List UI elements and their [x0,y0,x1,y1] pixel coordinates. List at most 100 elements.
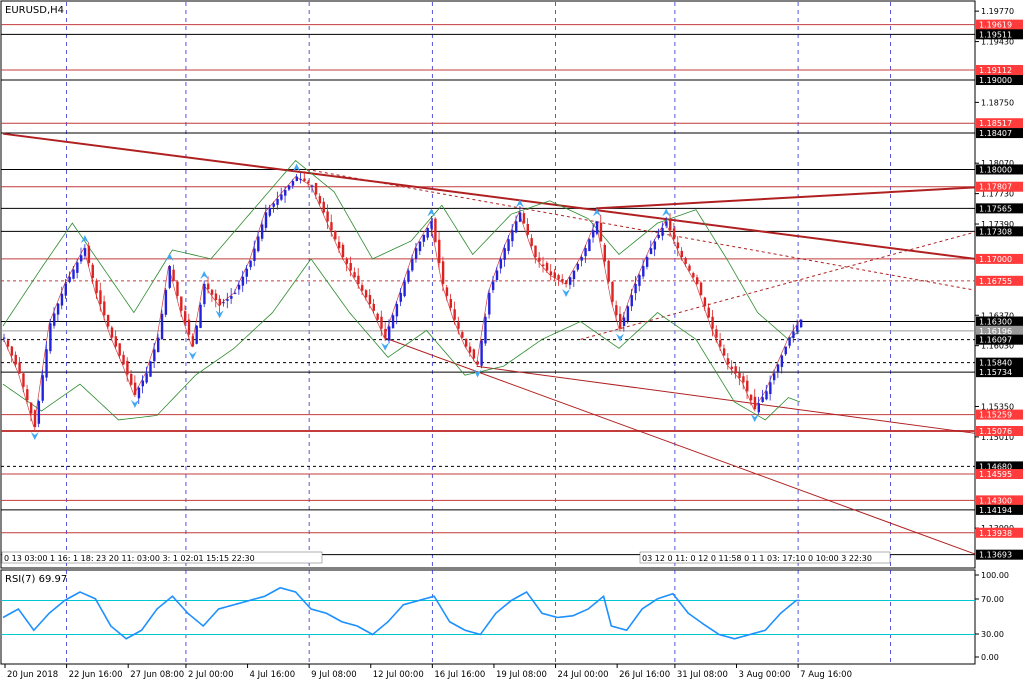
candle-body [280,194,283,200]
time-label: 26 Jul 16:00 [619,670,670,680]
time-strip-left-bg [1,551,323,564]
candle-body [445,287,449,296]
candle-body [603,244,606,262]
candle-body [168,266,171,288]
price-tag [976,504,1023,515]
candle-body [141,380,144,387]
candle-body [465,338,468,347]
candle-body [715,329,718,338]
candle-body [10,346,14,356]
price-tag-label: 1.18407 [979,129,1012,138]
price-tag-label: 1.15840 [979,359,1012,368]
candle-body [495,270,499,280]
candle-body [634,283,637,294]
time-label: 20 Jun 2018 [7,670,58,680]
candle-body [738,372,741,378]
candle-body [276,198,279,205]
candle-body [60,293,64,306]
time-label: 24 Jul 00:00 [558,670,609,680]
candle-body [638,275,641,286]
price-tag [976,29,1023,40]
candle-body [461,332,464,338]
price-tag [976,461,1023,472]
candle-body [341,244,345,258]
price-tick-label: 1.17390 [981,220,1014,229]
candle-body [453,309,456,320]
candle-body [788,337,791,346]
candle-body [380,316,383,329]
candle-body [407,270,410,282]
price-tag [976,203,1023,214]
band-upper [2,159,801,340]
rsi-tick-label: 70.00 [981,595,1004,604]
candle-body [187,319,191,335]
price-tag [976,275,1023,286]
candle-body [395,304,399,317]
candle-body [291,181,295,186]
candle-body [515,221,518,233]
candle-body [726,358,730,365]
candle-body [318,196,322,204]
time-label: 7 Aug 16:00 [800,670,852,680]
time-label: 22 Jun 16:00 [69,670,123,680]
candle-body [364,290,368,298]
time-label: 2 Jul 00:00 [188,670,234,680]
price-tag [976,316,1023,327]
rsi-panel: 100.00 70.00 30.00 0.00 [1,571,1009,662]
candle-body [676,242,680,249]
candle-body [122,354,125,365]
price-tag [976,164,1023,175]
arrow-up-icon [592,208,601,217]
time-strip: 0 13 03:00 1 16: 1 18: 23 20 11: 03:00 3… [1,551,891,564]
candle-body [314,183,318,195]
price-tag [976,409,1023,420]
candle-body [684,257,687,264]
candle-body [230,296,233,299]
candle-body [522,213,526,224]
arrow-down-icon [750,414,759,423]
price-tag-label: 1.19000 [979,76,1012,85]
price-tag [976,253,1023,264]
trend-line [476,365,976,434]
candle-body [33,410,37,428]
candle-body [438,239,441,264]
rsi-tick-label: 30.00 [981,630,1004,639]
arrow-up-icon [662,208,671,217]
candle-body [696,277,699,284]
candle-body [95,280,98,293]
candle-body [114,336,118,347]
candle-body [545,262,549,271]
arrow-down-icon [215,310,224,319]
candle-body [799,319,803,328]
candle-body [210,289,214,295]
trend-line [595,186,976,210]
candle-body [29,402,33,414]
arrow-down-icon [30,432,39,441]
candle-body [434,218,437,243]
candle-body [499,259,503,269]
price-tick-label: 1.18070 [981,159,1014,168]
band-lower [2,258,801,421]
candle-body [796,325,799,332]
candle-body [330,222,333,231]
price-tag [976,75,1023,86]
candle-body [207,283,210,290]
time-axis: 20 Jun 2018 22 Jun 16:00 27 Jun 08:00 2 Jul… [4,664,852,680]
rsi-frame [0,569,976,665]
candle-body [249,260,252,268]
candle-body [334,230,337,240]
candle-body [22,373,25,387]
candle-body [295,176,298,182]
candle-body [576,263,580,270]
candle-body [180,296,183,311]
candle-body [64,283,67,296]
candle-body [411,259,414,271]
main-frame [0,0,976,569]
price-tag-label: 1.19511 [979,30,1012,39]
candle-body [626,306,630,321]
price-tag [976,469,1023,480]
price-tag [976,128,1023,139]
